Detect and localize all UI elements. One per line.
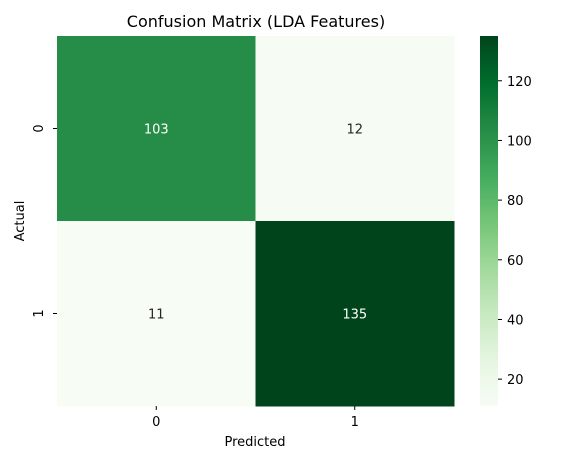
x-tick-label: 1 — [351, 415, 359, 430]
chart-title: Confusion Matrix (LDA Features) — [127, 12, 385, 31]
cell-value-label: 11 — [148, 308, 165, 323]
cell-value-label: 135 — [342, 308, 367, 323]
x-tick-label: 0 — [152, 415, 160, 430]
heatmap-cell — [57, 221, 256, 407]
heatmap-cells — [57, 36, 455, 407]
colorbar-tick-label: 40 — [507, 313, 524, 328]
colorbar-tick-label: 100 — [507, 134, 532, 149]
y-axis-label: Actual — [13, 201, 28, 242]
y-tick-label: 0 — [32, 124, 47, 132]
heatmap-cell-labels: 103 12 11 135 — [144, 123, 367, 323]
colorbar-tick-label: 20 — [507, 373, 524, 388]
heatmap-cell — [255, 36, 455, 222]
y-axis-ticks: 01 — [32, 124, 57, 318]
colorbar-tick-label: 120 — [507, 75, 532, 90]
y-tick-label: 1 — [32, 309, 47, 317]
colorbar-ticks: 20 40 60 80 100 120 — [498, 75, 532, 388]
colorbar-tick-label: 60 — [507, 254, 524, 269]
x-axis-label: Predicted — [224, 435, 285, 450]
cell-value-label: 12 — [346, 123, 363, 138]
heatmap-cell — [57, 36, 256, 222]
colorbar — [480, 36, 498, 406]
cell-value-label: 103 — [144, 123, 169, 138]
heatmap-cell — [255, 221, 455, 407]
colorbar-tick-label: 80 — [507, 194, 524, 209]
